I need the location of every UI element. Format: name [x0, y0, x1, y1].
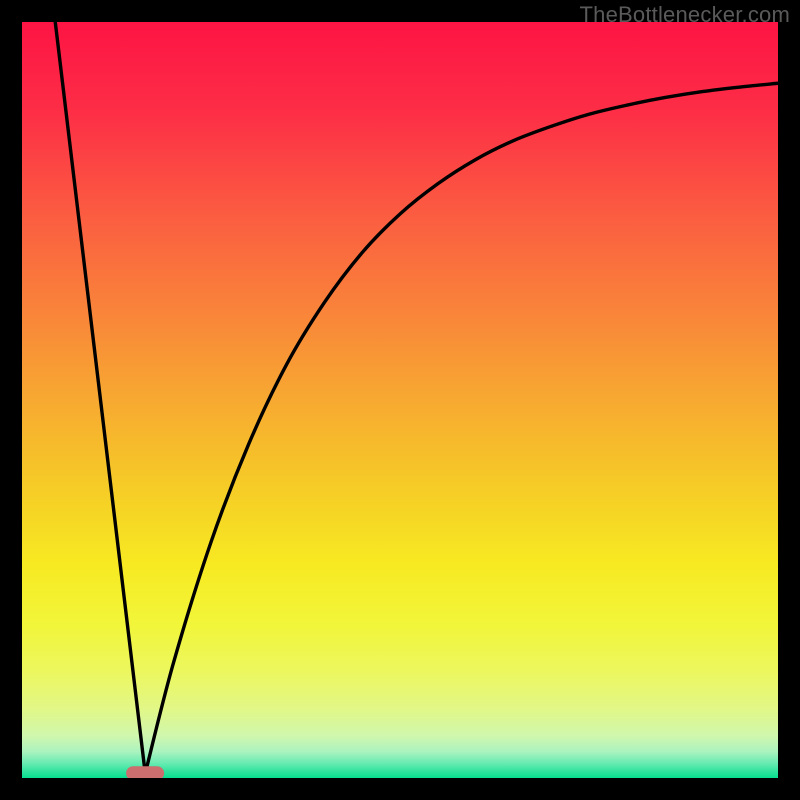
watermark-text: TheBottlenecker.com [580, 2, 790, 28]
plot-area [22, 22, 778, 778]
bottleneck-curve [55, 22, 778, 773]
chart-frame: TheBottlenecker.com [0, 0, 800, 800]
curve-layer [22, 22, 778, 778]
minimum-marker [126, 767, 164, 778]
